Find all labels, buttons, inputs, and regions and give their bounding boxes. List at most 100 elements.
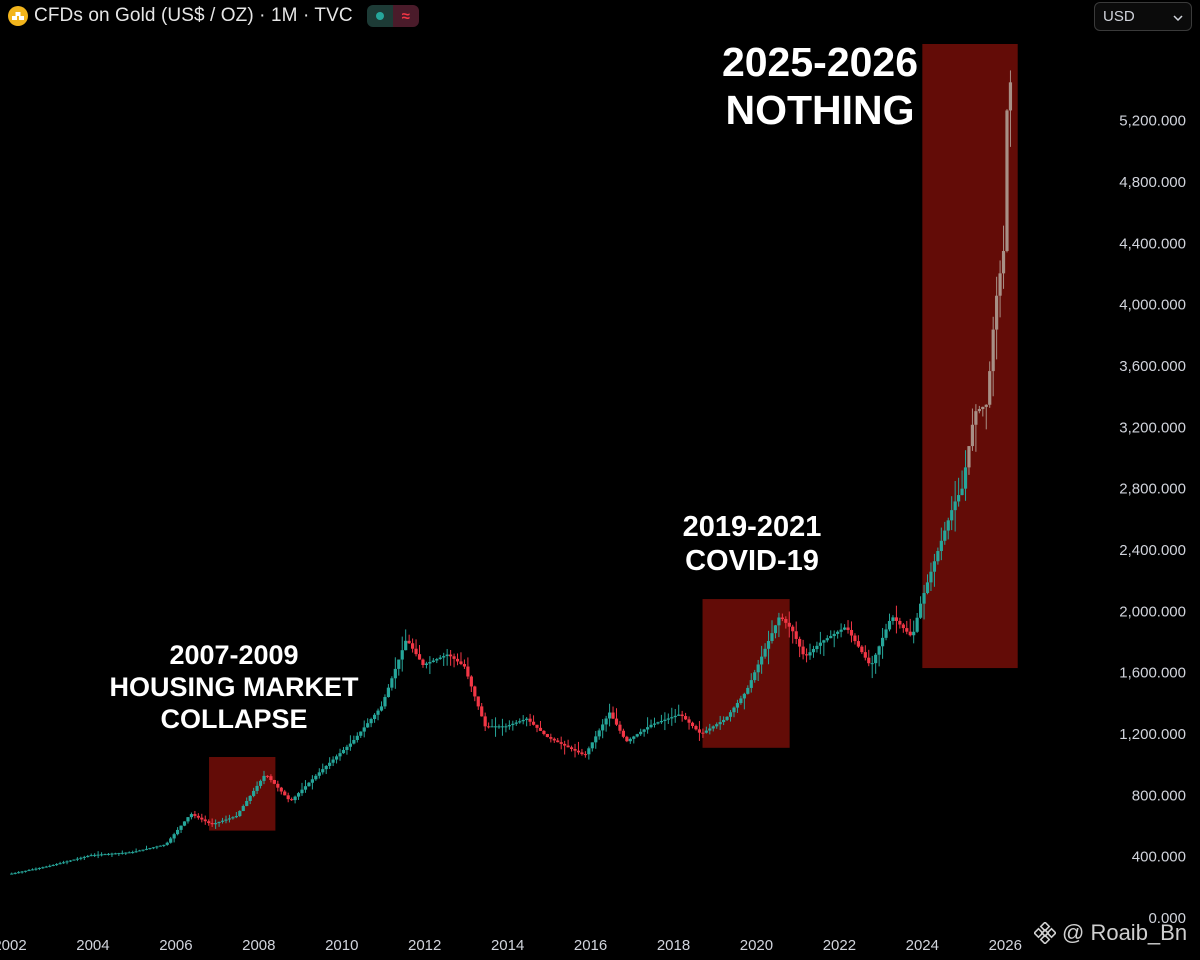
candle-body [162, 844, 166, 846]
candle-body [134, 851, 138, 853]
candle-body [597, 730, 601, 737]
candle-body [794, 631, 798, 639]
candle-body [525, 718, 529, 720]
candle-body [131, 852, 135, 854]
candle-body [248, 795, 252, 801]
candle-body [120, 852, 124, 854]
annotation-line: HOUSING MARKET [109, 671, 359, 702]
candle-body [970, 424, 975, 447]
candle-body [925, 582, 930, 594]
candle-body [753, 672, 757, 681]
candle-body [725, 716, 729, 720]
candle-body [493, 726, 498, 728]
candle-body [773, 625, 778, 634]
annotation-housing-collapse: 2007-2009 HOUSING MARKET COLLAPSE [105, 640, 363, 736]
candle-body [504, 726, 508, 728]
candle-body [684, 716, 688, 720]
candle-body [331, 759, 335, 763]
candle-body [614, 718, 619, 725]
candle-body [957, 495, 961, 502]
annotation-line: COVID-19 [685, 545, 819, 578]
candle-body [86, 856, 90, 858]
y-tick-label: 4,000.000 [1119, 297, 1186, 314]
candle-body [124, 852, 128, 854]
candle-body [265, 775, 270, 777]
candle-body [718, 722, 722, 725]
candle-body [822, 640, 826, 643]
wave-icon: ≈ [392, 5, 419, 27]
candle-body [780, 617, 784, 619]
candle-body [735, 703, 740, 708]
candle-body [611, 712, 615, 719]
candle-body [449, 654, 453, 657]
highlight-region [209, 757, 276, 831]
candle-body [645, 727, 650, 730]
candle-body [708, 728, 712, 731]
candle-body [628, 738, 632, 742]
candle-body [918, 603, 923, 618]
candle-body [666, 718, 670, 720]
candle-body [697, 729, 702, 733]
candle-body [673, 715, 677, 718]
candle-body [176, 829, 180, 835]
candle-body [787, 622, 791, 627]
candle-body [345, 746, 349, 750]
y-tick-label: 4,400.000 [1119, 235, 1186, 252]
candle-body [113, 853, 118, 855]
candle-body [227, 818, 232, 820]
candle-body [808, 652, 812, 656]
candle-body [963, 467, 968, 489]
candle-body [300, 789, 304, 794]
candle-body [469, 676, 473, 687]
candle-body [352, 739, 356, 744]
candle-body [431, 660, 435, 663]
annotation-line: 2007-2009 [169, 640, 299, 670]
y-tick-label: 5,200.000 [1119, 113, 1186, 130]
candle-body [158, 845, 162, 847]
candle-body [359, 731, 363, 736]
candle-body [435, 659, 439, 661]
candle-body [880, 637, 885, 647]
candle-body [791, 626, 795, 632]
x-tick-label: 2002 [0, 937, 27, 954]
candle-body [649, 724, 653, 728]
status-pill[interactable]: ≈ [366, 5, 419, 27]
candle-body [61, 862, 66, 864]
candle-body [656, 722, 660, 724]
candle-body [480, 706, 484, 717]
candle-body [238, 811, 242, 817]
candle-body [200, 817, 204, 820]
candle-body [739, 698, 743, 704]
candle-body [770, 633, 774, 641]
candle-body [663, 719, 667, 721]
candle-body [148, 848, 152, 850]
candle-body [528, 718, 532, 722]
annotation-line: 2025-2026 [721, 39, 919, 85]
candle-body [383, 697, 387, 707]
symbol-title[interactable]: CFDs on Gold (US$ / OZ) · 1M · TVC [34, 5, 353, 26]
candle-body [438, 657, 442, 660]
candle-body [407, 640, 411, 644]
candle-body [106, 853, 111, 855]
x-tick-label: 2010 [325, 937, 358, 954]
candle-body [286, 795, 290, 800]
candle-body [473, 686, 477, 697]
currency-select[interactable]: USD [1094, 2, 1192, 31]
candle-body [842, 627, 847, 630]
candle-body [590, 742, 594, 749]
candle-body [632, 736, 636, 739]
binance-icon [1034, 922, 1056, 944]
candle-body [877, 646, 881, 655]
candle-body [186, 817, 190, 822]
candle-body [37, 867, 41, 869]
candle-body [535, 724, 539, 728]
x-tick-label: 2018 [657, 937, 690, 954]
candle-body [604, 718, 608, 725]
candle-body [583, 754, 587, 756]
candle-body [995, 295, 999, 330]
candle-body [563, 743, 567, 746]
candle-body [203, 819, 207, 822]
candle-body [988, 371, 992, 405]
candle-body [818, 642, 822, 646]
